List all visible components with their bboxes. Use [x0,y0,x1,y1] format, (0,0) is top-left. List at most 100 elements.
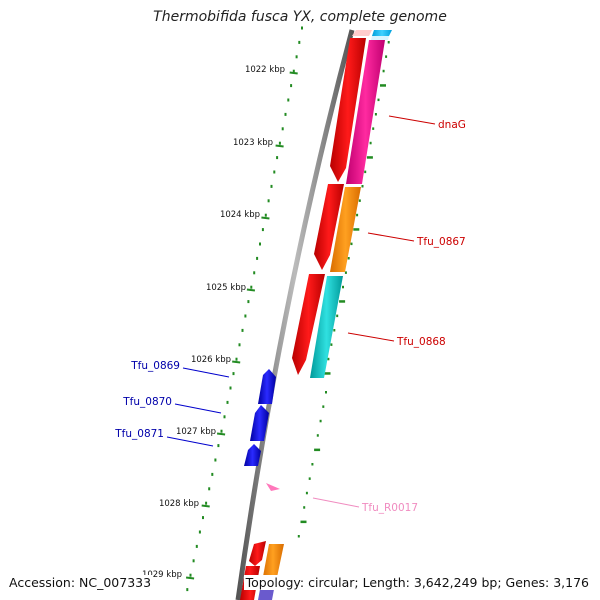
gene-label-Tfu_0870: Tfu_0870 [122,396,172,408]
major-tick [261,216,270,220]
outer-tick [385,55,388,58]
cog-block-orange-bottom [262,544,284,582]
tick-label: 1026 kbp [191,355,231,365]
minor-tick [232,372,235,376]
tick-label: 1028 kbp [159,499,199,509]
minor-tick [253,271,256,275]
outer-tick [324,372,331,375]
leader-line-Tfu_0870 [174,403,222,414]
minor-tick [223,415,226,419]
cog-block-sky [372,30,392,36]
minor-tick [208,487,211,491]
outer-tick [305,491,308,495]
outer-tick [316,434,319,437]
minor-tick [198,530,201,534]
tick-label: 1024 kbp [220,210,260,220]
cds-dnaG [330,38,366,182]
minor-tick [217,444,220,448]
outer-tick [380,84,386,87]
minor-tick [235,357,238,361]
outer-tick [311,463,314,466]
outer-tick [356,213,359,217]
minor-tick [298,40,301,44]
minor-tick [247,300,250,304]
minor-tick [250,285,253,289]
cog-block-white [371,36,389,40]
outer-tick [374,113,377,116]
major-tick [185,576,195,580]
cds-top [352,30,372,36]
minor-tick [192,559,195,563]
minor-tick [261,228,264,232]
cds-Tfu_0870 [250,405,269,441]
tick-label: 1029 kbp [142,570,182,580]
minor-tick [238,343,241,347]
leader-line-dnaG [388,115,436,125]
major-tick [275,144,284,148]
major-tick [289,71,298,75]
minor-tick [281,127,284,131]
genome-backbone [235,29,355,600]
minor-tick [264,213,267,217]
gene-label-Tfu_R0017: Tfu_R0017 [361,502,418,514]
map-title: Thermobifida fusca YX, complete genome [153,9,447,25]
outer-tick [358,199,361,202]
minor-tick [214,458,217,462]
outer-tick [330,343,333,346]
outer-tick [369,141,372,145]
major-tick [201,504,210,508]
leader-line-Tfu_0867 [367,232,415,242]
gene-label-Tfu_0869: Tfu_0869 [130,360,180,372]
outer-tick [353,228,360,231]
minor-tick [267,199,270,203]
outer-tick [361,185,364,188]
minor-tick [256,256,259,260]
minor-tick [211,472,214,476]
leader-line-Tfu_0868 [347,332,395,342]
tick-label: 1025 kbp [206,283,246,293]
minor-tick [220,429,223,433]
cog-block-magenta [346,40,385,184]
gene-label-Tfu_0871: Tfu_0871 [114,428,164,440]
outer-tick [319,419,322,423]
outer-tick [347,257,350,260]
cds-Tfu_0867 [314,184,344,270]
gene-label-Tfu_0868: Tfu_0868 [396,336,446,348]
tick-label: 1023 kbp [233,138,273,148]
outer-tick [327,357,330,361]
outer-tick [344,271,347,274]
tick-label: 1022 kbp [245,65,285,75]
tick-ring [185,26,390,592]
minor-tick [189,573,192,577]
major-tick [216,432,226,436]
outer-tick [350,242,353,246]
outer-tick [382,69,385,73]
leader-line-Tfu_0869 [182,367,230,378]
outer-tick [372,127,375,130]
minor-tick [292,69,295,73]
minor-tick [259,242,261,246]
minor-tick [287,98,290,102]
minor-tick [205,501,208,505]
gene-labels: dnaG Tfu_0867 Tfu_0868 Tfu_0869 Tfu_0870… [114,115,466,514]
outer-tick [333,329,336,332]
major-tick [246,288,256,292]
outer-tick [314,448,321,452]
outer-tick [364,170,367,174]
minor-tick [284,112,287,116]
outer-tick [366,156,373,159]
outer-tick [387,41,390,44]
minor-tick [273,170,276,174]
minor-tick [241,328,244,332]
minor-tick [226,400,229,404]
outer-tick [303,506,306,509]
cds-Tfu_0868 [292,274,325,375]
minor-tick [276,156,279,160]
reverse-cds-track [244,369,276,466]
outer-tick [322,405,325,408]
leader-line-Tfu_R0017 [312,497,360,508]
minor-tick [186,588,189,592]
forward-cds-track [240,30,372,600]
gene-label-dnaG: dnaG [438,119,466,131]
